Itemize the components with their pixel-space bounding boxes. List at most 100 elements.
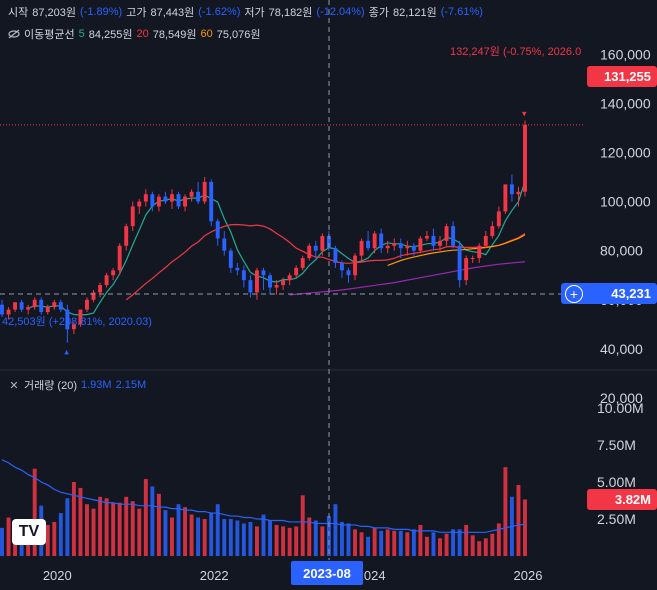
candle-body bbox=[483, 235, 488, 246]
close-icon[interactable]: ✕ bbox=[9, 379, 19, 392]
volume-tick-label: 10.00M bbox=[597, 400, 644, 416]
candle-body bbox=[111, 270, 116, 276]
y-tick-label: 100,000 bbox=[600, 194, 651, 210]
crosshair-price-value: 43,231 bbox=[611, 286, 651, 301]
candle-body bbox=[71, 324, 76, 330]
x-tick-label: 2024 bbox=[357, 568, 386, 583]
volume-bar bbox=[477, 541, 482, 556]
open-change: (-1.89%) bbox=[80, 6, 123, 18]
volume-bar bbox=[451, 529, 456, 556]
y-tick-label: 120,000 bbox=[600, 144, 651, 160]
candle-body bbox=[424, 235, 429, 239]
volume-bar bbox=[411, 529, 416, 556]
volume-bar bbox=[300, 495, 305, 556]
low-change: (-12.04%) bbox=[316, 6, 365, 18]
tradingview-logo[interactable]: TV bbox=[12, 519, 46, 545]
candle-body bbox=[313, 245, 318, 251]
candle-body bbox=[470, 258, 475, 260]
volume-bar bbox=[228, 519, 233, 556]
candle-body bbox=[202, 181, 207, 202]
volume-bar bbox=[496, 523, 501, 556]
candle-body bbox=[392, 243, 397, 246]
volume-bar bbox=[52, 521, 57, 556]
volume-bar bbox=[78, 487, 83, 556]
candle-body bbox=[104, 275, 109, 286]
candle-body bbox=[372, 233, 377, 249]
volume-bar bbox=[346, 523, 351, 556]
volume-bar bbox=[137, 508, 142, 556]
ma60-value: 75,076원 bbox=[216, 29, 261, 41]
candle-body bbox=[215, 221, 220, 239]
volume-bar bbox=[150, 486, 155, 556]
y-tick-label: 160,000 bbox=[600, 46, 651, 62]
candle-body bbox=[307, 245, 312, 259]
volume-bar bbox=[183, 507, 188, 556]
volume-bar bbox=[366, 536, 371, 556]
volume-bar bbox=[405, 532, 410, 556]
volume-bar bbox=[235, 520, 240, 556]
low-annotation: 42,503원 (+208.81%, 2020.03) bbox=[2, 316, 152, 328]
candle-body bbox=[137, 201, 142, 207]
candle-body bbox=[451, 226, 456, 246]
eye-off-icon[interactable] bbox=[8, 28, 20, 40]
candle-body bbox=[261, 270, 266, 276]
volume-bar bbox=[130, 501, 135, 556]
candle-body bbox=[98, 285, 103, 293]
candle-body bbox=[379, 233, 384, 249]
candle-body bbox=[85, 299, 89, 310]
candle-body bbox=[209, 181, 214, 222]
candle-body bbox=[65, 309, 70, 330]
volume-bar bbox=[339, 521, 344, 556]
add-alert-plus-icon[interactable]: + bbox=[565, 285, 583, 303]
candle-body bbox=[294, 267, 299, 276]
candle-body bbox=[45, 307, 50, 313]
volume-legend[interactable]: ✕ 거래량 (20) 1.93M 2.15M bbox=[8, 377, 146, 393]
volume-bar bbox=[98, 496, 103, 556]
high-label: 고가 bbox=[126, 7, 147, 19]
candle-body bbox=[418, 238, 423, 251]
crosshair-time-tag: 2023-08 bbox=[291, 561, 363, 585]
close-label: 종가 bbox=[368, 7, 389, 19]
volume-bar bbox=[117, 502, 122, 556]
ma-line-120 bbox=[289, 261, 526, 296]
candle-body bbox=[411, 245, 416, 251]
candle-body bbox=[248, 280, 253, 293]
candle-body bbox=[183, 196, 188, 207]
volume-bar bbox=[163, 510, 168, 556]
volume-bar bbox=[45, 524, 50, 556]
volume-bar bbox=[6, 517, 11, 556]
volume-bar bbox=[281, 526, 286, 556]
ma-line-5 bbox=[27, 181, 526, 316]
y-tick-label: 40,000 bbox=[600, 341, 643, 357]
candle-body bbox=[268, 275, 272, 288]
ma-line-60 bbox=[387, 234, 526, 266]
volume-bar bbox=[424, 536, 429, 556]
candle-body bbox=[143, 194, 148, 202]
candle-body bbox=[235, 267, 240, 271]
volume-bar bbox=[196, 517, 201, 556]
volume-last-tag: 3.82M bbox=[587, 489, 657, 510]
y-tick-label: 20,000 bbox=[600, 390, 643, 406]
candle-body bbox=[477, 245, 482, 259]
candle-body bbox=[359, 240, 364, 256]
volume-bar bbox=[503, 467, 508, 556]
volume-bar bbox=[65, 498, 70, 556]
candle-body bbox=[222, 238, 227, 251]
candle-body bbox=[287, 275, 292, 281]
volume-bar bbox=[523, 499, 527, 556]
volume-bar bbox=[287, 527, 292, 556]
high-annotation: 132,247원 (-0.75%, 2026.0 bbox=[450, 46, 582, 58]
candle-body bbox=[385, 245, 390, 249]
volume-bar bbox=[333, 504, 338, 556]
ma-legend[interactable]: 이동평균선 5 84,255원 20 78,549원 60 75,076원 bbox=[8, 26, 261, 42]
crosshair-price-tag[interactable]: 43,231 bbox=[561, 283, 657, 304]
open-label: 시작 bbox=[8, 7, 29, 19]
candle-body bbox=[366, 240, 371, 249]
volume-bar bbox=[353, 529, 357, 556]
volume-bar bbox=[359, 532, 364, 556]
volume-bar bbox=[241, 523, 246, 556]
volume-bar bbox=[156, 493, 161, 556]
candle-body bbox=[444, 226, 449, 241]
